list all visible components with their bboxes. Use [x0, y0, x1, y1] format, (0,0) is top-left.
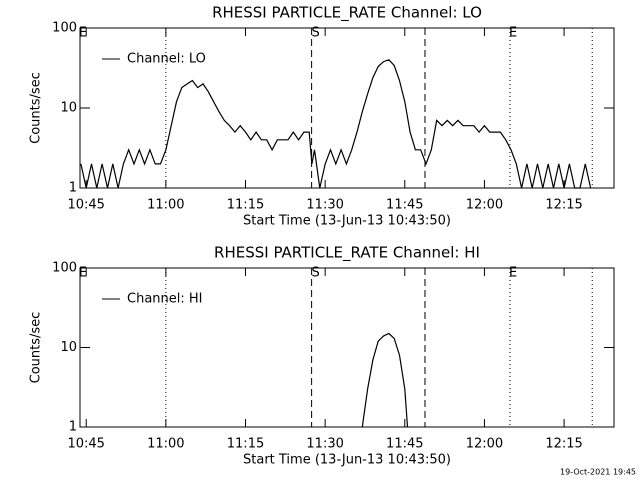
x-tick-label: 11:00 — [147, 437, 184, 452]
x-tick-label: 11:15 — [227, 198, 264, 213]
annotation: E — [509, 266, 517, 281]
x-tick-label: 10:45 — [67, 437, 104, 452]
y-axis-label: Counts/sec — [29, 72, 44, 144]
legend-label: Channel: HI — [127, 292, 203, 307]
y-axis-label: Counts/sec — [29, 312, 44, 384]
annotation: E — [79, 266, 87, 281]
x-tick-label: 11:15 — [227, 437, 264, 452]
x-tick-label: 12:00 — [466, 198, 503, 213]
data-line — [361, 332, 409, 428]
y-tick-label: 1 — [69, 420, 77, 435]
y-tick-label: 1 — [69, 181, 77, 196]
x-axis-label: Start Time (13-Jun-13 10:43:50) — [243, 214, 451, 229]
legend-label: Channel: LO — [127, 52, 206, 67]
x-tick-label: 12:15 — [545, 198, 582, 213]
x-tick-label: 11:30 — [306, 198, 343, 213]
annotation: E — [79, 26, 87, 41]
x-tick-label: 11:00 — [147, 198, 184, 213]
y-tick-label: 100 — [52, 261, 77, 276]
x-tick-label: 11:45 — [386, 437, 423, 452]
x-tick-label: 12:15 — [545, 437, 582, 452]
x-tick-label: 10:45 — [67, 198, 104, 213]
x-tick-label: 11:45 — [386, 198, 423, 213]
annotation: E — [509, 26, 517, 41]
chart-title: RHESSI PARTICLE_RATE Channel: HI — [214, 244, 480, 263]
x-tick-label: 12:00 — [466, 437, 503, 452]
chart-title: RHESSI PARTICLE_RATE Channel: LO — [212, 4, 482, 23]
y-tick-label: 10 — [60, 340, 77, 355]
y-tick-label: 100 — [52, 21, 77, 36]
annotation: S — [311, 266, 319, 281]
x-tick-label: 11:30 — [306, 437, 343, 452]
footer: 19-Oct-2021 19:45 — [560, 468, 636, 477]
y-tick-label: 10 — [60, 101, 77, 116]
annotation: S — [311, 26, 319, 41]
data-line — [80, 59, 592, 189]
x-axis-label: Start Time (13-Jun-13 10:43:50) — [243, 453, 451, 468]
